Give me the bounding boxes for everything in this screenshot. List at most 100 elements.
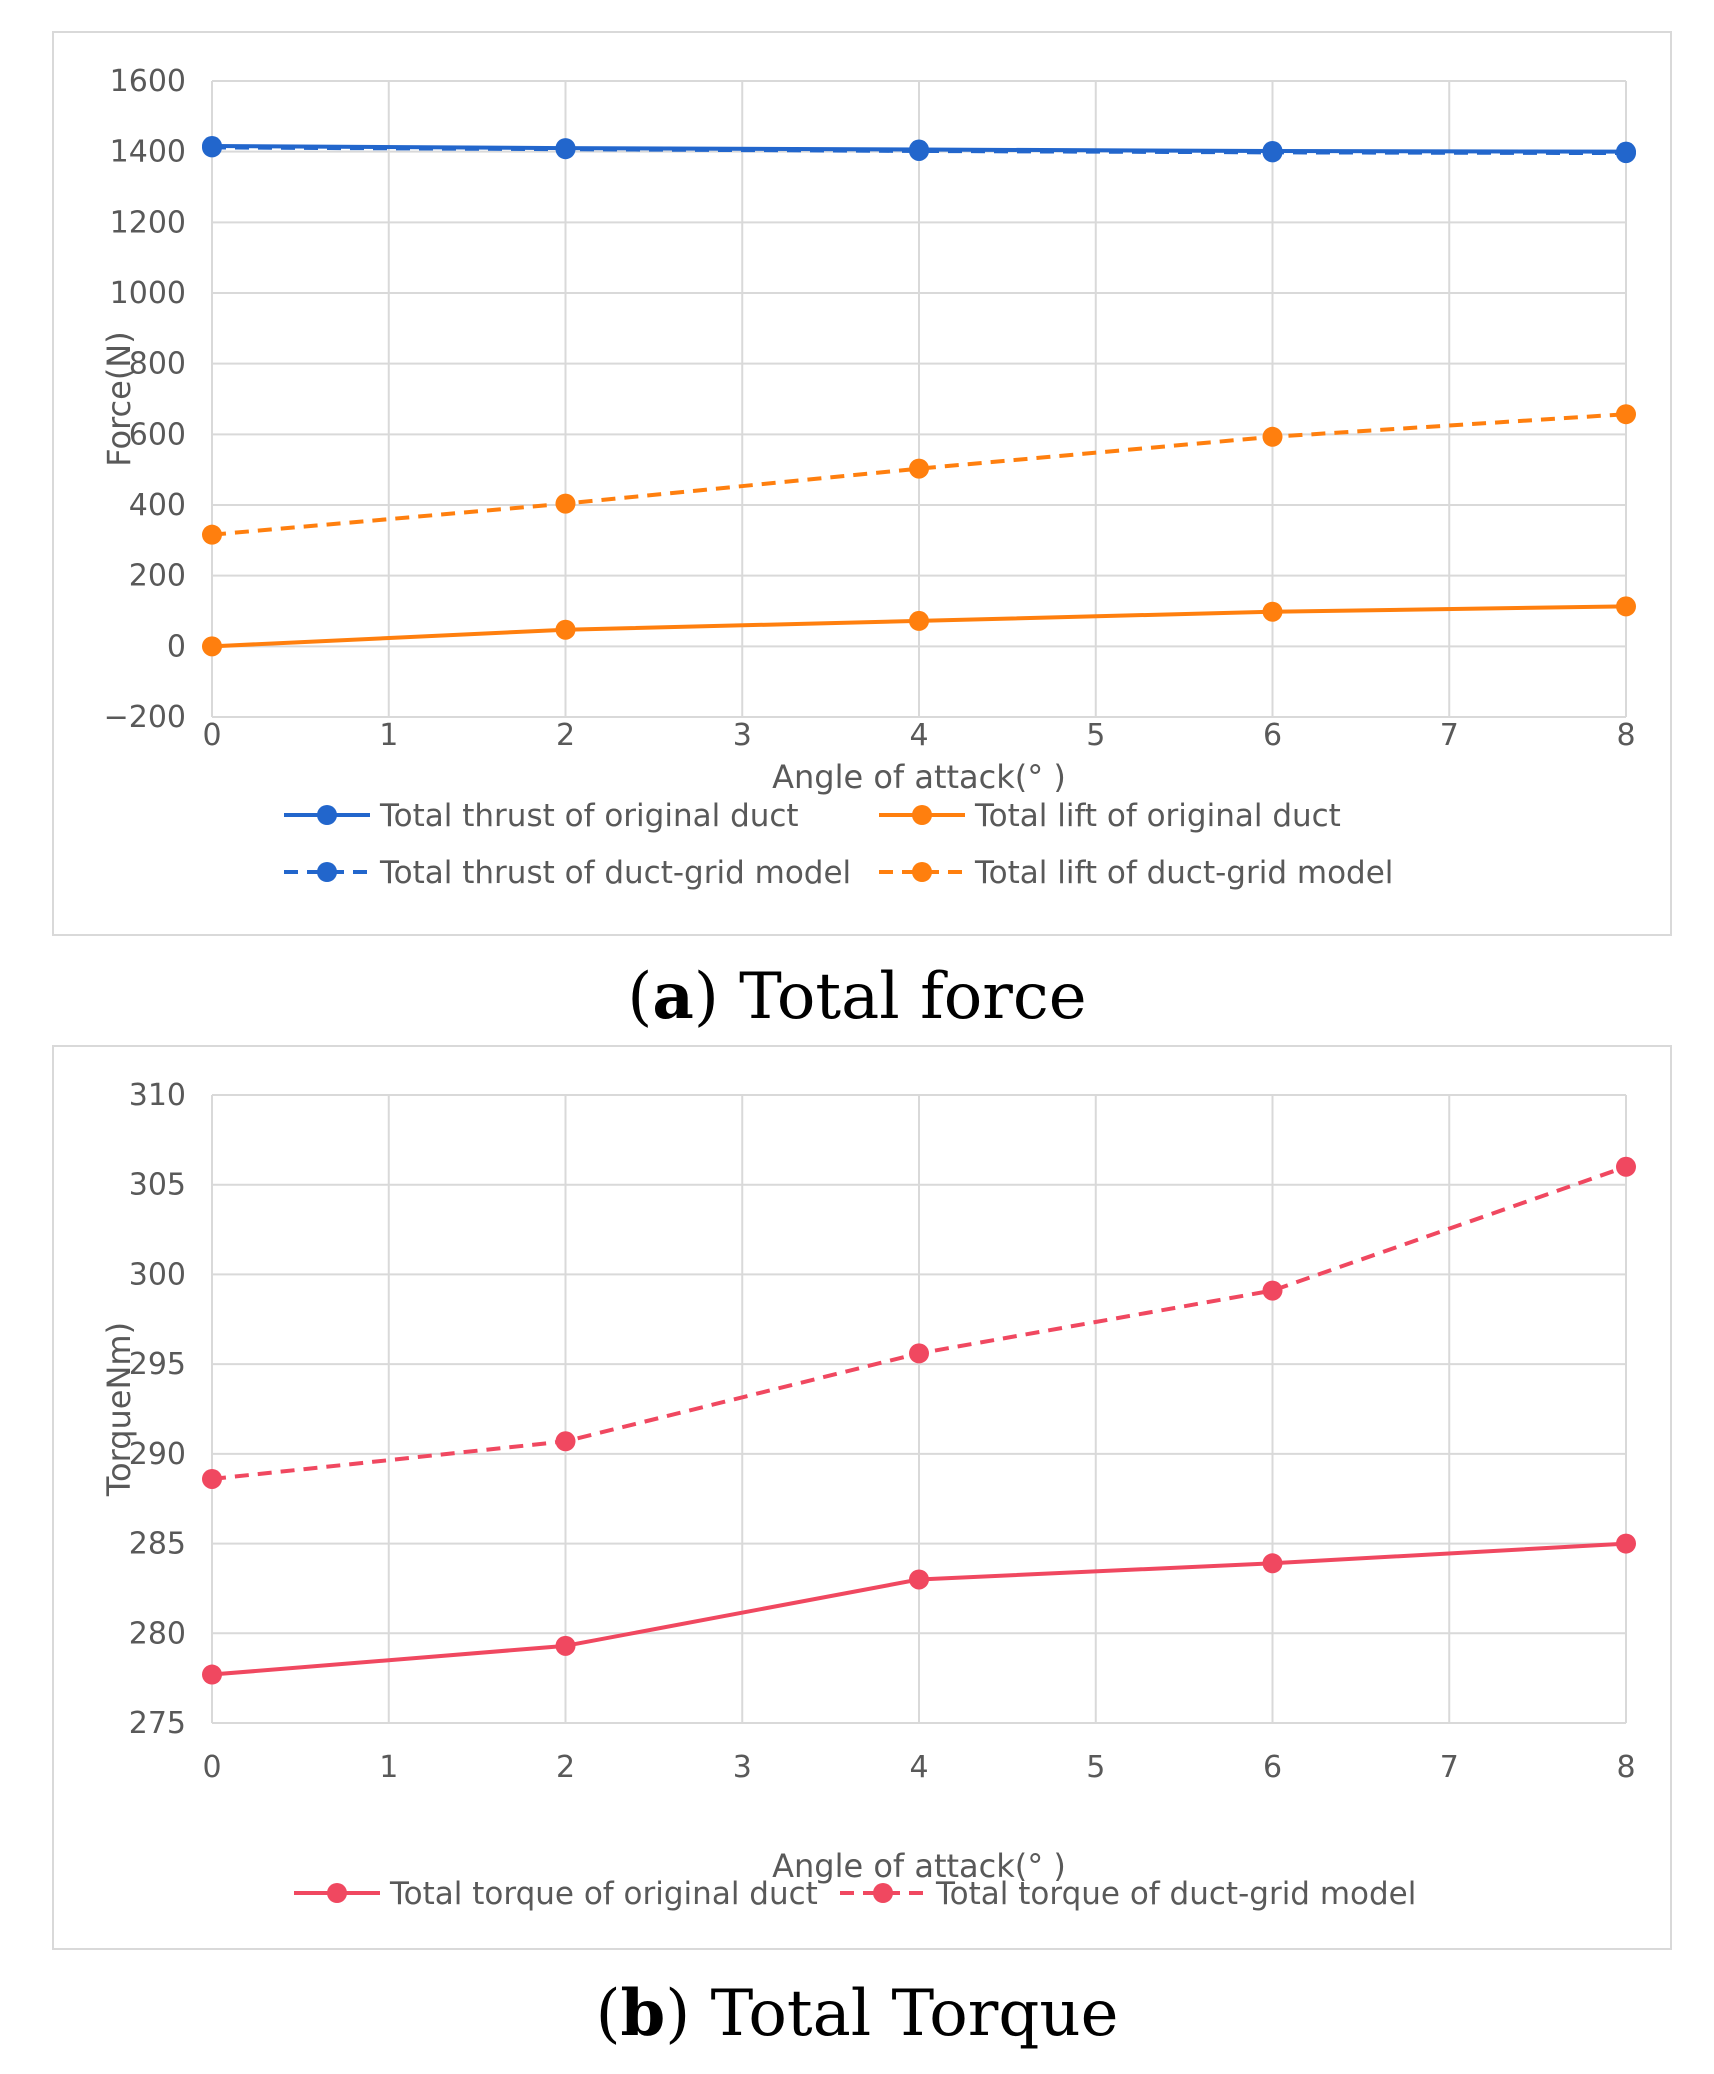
y-tick-label: 275 <box>129 1706 186 1741</box>
caption-letter: b <box>620 1976 666 2051</box>
series-line <box>211 145 1627 156</box>
series-total-lift-of-duct-grid-model <box>202 404 1636 545</box>
x-tick-labels: 0 1 2 3 4 5 6 7 8 <box>202 718 1635 753</box>
caption-text: Total Torque <box>710 1977 1119 2051</box>
legend-label: Total lift of original duct <box>974 798 1341 834</box>
data-point <box>555 619 576 640</box>
legend-marker <box>317 805 337 825</box>
x-tick-label: 3 <box>733 1750 752 1785</box>
y-tick-label: 200 <box>129 559 186 594</box>
legend-label: Total torque of duct-grid model <box>935 1876 1416 1912</box>
x-tick-label: 7 <box>1440 1750 1459 1785</box>
legend-marker <box>873 1883 893 1903</box>
x-axis-title: Angle of attack(° ) <box>772 758 1066 796</box>
y-tick-label: −200 <box>104 700 186 735</box>
y-tick-label: 400 <box>129 488 186 523</box>
y-tick-label: 300 <box>129 1257 186 1292</box>
x-tick-label: 1 <box>379 718 398 753</box>
series-total-torque-of-duct-grid-model <box>202 1156 1636 1489</box>
x-tick-label: 1 <box>379 1750 398 1785</box>
data-point <box>1616 1156 1636 1177</box>
legend-label: Total lift of duct-grid model <box>974 855 1393 891</box>
data-point <box>909 140 929 161</box>
data-point <box>202 137 222 158</box>
legend-item: Total thrust of duct-grid model <box>284 855 851 891</box>
data-point <box>1262 1280 1283 1301</box>
data-point <box>555 1635 576 1656</box>
y-tick-label: 280 <box>129 1616 186 1651</box>
y-tick-label: 295 <box>129 1347 186 1382</box>
y-axis-title: TorqueNm) <box>100 1322 138 1497</box>
y-tick-label: 1400 <box>110 135 186 170</box>
legend-label: Total thrust of duct-grid model <box>379 855 851 891</box>
x-tick-label: 5 <box>1086 1750 1105 1785</box>
caption-total-force: (a) Total force <box>627 959 1087 1034</box>
legend-item: Total torque of duct-grid model <box>840 1876 1416 1912</box>
y-tick-label: 290 <box>129 1437 186 1472</box>
chart-total-force: −200 0 200 400 600 800 1000 1200 1400 1600 0 1 2 3 4 5 6… <box>100 64 1636 891</box>
data-point <box>909 1569 929 1590</box>
y-tick-label: 1200 <box>110 205 186 240</box>
series-line <box>211 412 1627 537</box>
data-point <box>1262 601 1283 622</box>
y-tick-labels: 275 280 285 290 295 300 305 310 <box>129 1078 186 1741</box>
caption-text: Total force <box>739 960 1087 1034</box>
grid <box>211 80 1627 718</box>
x-axis-title: Angle of attack(° ) <box>772 1847 1066 1885</box>
x-tick-label: 8 <box>1616 718 1635 753</box>
x-tick-label: 3 <box>733 718 752 753</box>
legend-label: Total thrust of original duct <box>379 798 799 834</box>
legend-item: Total lift of original duct <box>879 798 1341 834</box>
x-tick-label: 4 <box>909 718 928 753</box>
x-tick-label: 8 <box>1616 1750 1635 1785</box>
y-tick-label: 0 <box>167 629 186 664</box>
y-tick-label: 1600 <box>110 64 186 99</box>
series-total-torque-of-original-duct <box>202 1533 1636 1685</box>
legend-item: Total lift of duct-grid model <box>879 855 1393 891</box>
legend: Total torque of original duct Total torqu… <box>294 1876 1416 1912</box>
data-point <box>1262 1553 1283 1574</box>
legend-marker <box>912 862 932 882</box>
data-point <box>555 139 576 160</box>
y-tick-labels: −200 0 200 400 600 800 1000 1200 1400 1600 <box>104 64 186 735</box>
data-point <box>909 1343 929 1364</box>
data-point <box>202 524 222 545</box>
series-total-lift-of-original-duct <box>202 596 1636 657</box>
data-point <box>555 493 576 514</box>
chart-total-torque: 275 280 285 290 295 300 305 310 0 1 2 3 4 5 6 7 8 Angle o… <box>100 1078 1636 1912</box>
data-point <box>1262 142 1283 163</box>
data-point <box>1616 143 1636 164</box>
grid <box>211 1094 1627 1724</box>
chart-panel-total-force: −200 0 200 400 600 800 1000 1200 1400 1600 0 1 2 3 4 5 6… <box>52 31 1672 936</box>
data-point <box>1616 1533 1636 1554</box>
data-point <box>202 1664 222 1685</box>
x-tick-label: 5 <box>1086 718 1105 753</box>
y-tick-label: 800 <box>129 347 186 382</box>
y-tick-label: 305 <box>129 1168 186 1203</box>
caption-total-torque: (b) Total Torque <box>595 1976 1119 2051</box>
data-point <box>202 636 222 657</box>
series-total-thrust-of-duct-grid-model <box>202 137 1636 164</box>
legend: Total thrust of original duct Total lift … <box>284 798 1393 891</box>
x-tick-label: 6 <box>1263 718 1282 753</box>
x-tick-labels: 0 1 2 3 4 5 6 7 8 <box>202 1750 1635 1785</box>
x-tick-label: 2 <box>556 718 575 753</box>
data-point <box>1262 426 1283 447</box>
data-point <box>1616 596 1636 617</box>
data-point <box>909 610 929 631</box>
x-tick-label: 6 <box>1263 1750 1282 1785</box>
y-axis-title: Force(N) <box>100 331 138 466</box>
x-tick-label: 7 <box>1440 718 1459 753</box>
data-point <box>909 458 929 479</box>
x-tick-label: 2 <box>556 1750 575 1785</box>
legend-item: Total thrust of original duct <box>284 798 799 834</box>
data-point <box>1616 404 1636 425</box>
legend-item: Total torque of original duct <box>294 1876 818 1912</box>
x-tick-label: 4 <box>909 1750 928 1785</box>
legend-marker <box>912 805 932 825</box>
x-tick-label: 0 <box>202 718 221 753</box>
y-tick-label: 310 <box>129 1078 186 1113</box>
x-tick-label: 0 <box>202 1750 221 1785</box>
y-tick-label: 285 <box>129 1527 186 1562</box>
y-tick-label: 600 <box>129 417 186 452</box>
